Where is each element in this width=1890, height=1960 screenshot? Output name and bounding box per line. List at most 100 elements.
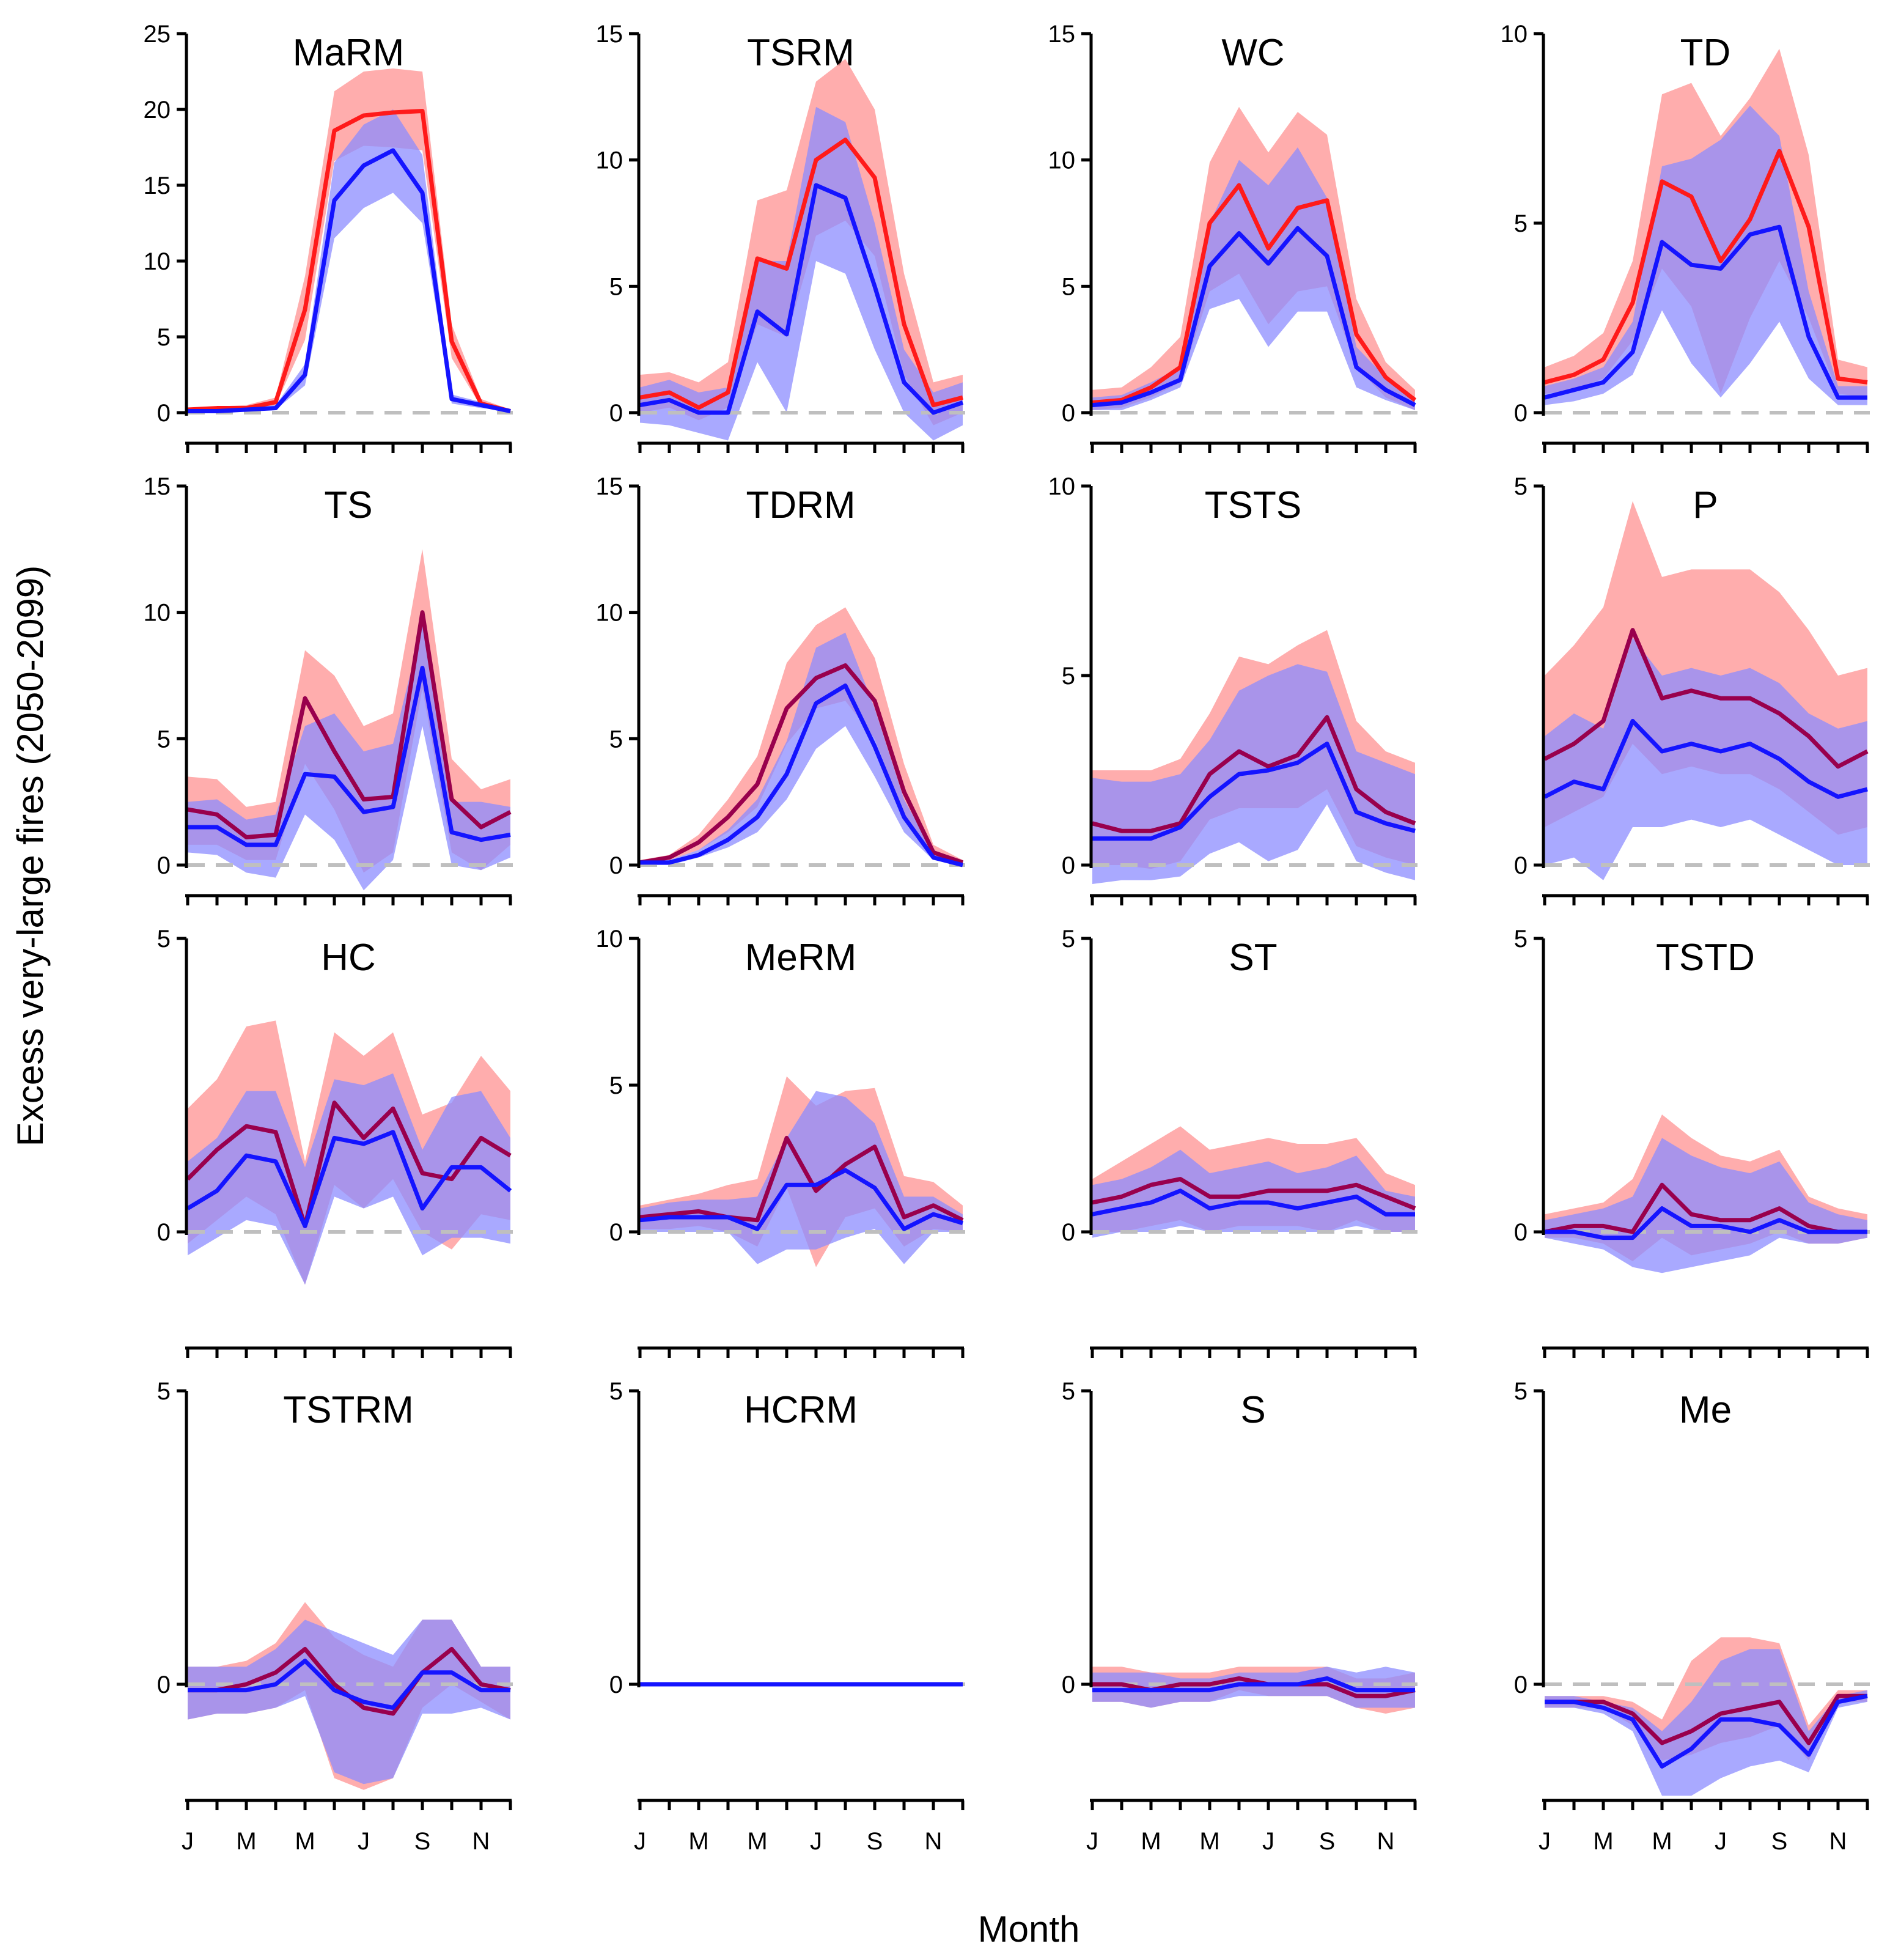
panel-title: P — [1693, 484, 1718, 526]
month-tick-label: N — [1377, 1828, 1395, 1855]
y-tick-label: 15 — [144, 172, 171, 199]
y-tick-label: 10 — [144, 600, 171, 627]
y-tick-label: 0 — [1514, 852, 1528, 879]
y-tick-label: 10 — [596, 147, 623, 174]
blue-confidence-band — [640, 1091, 963, 1264]
y-tick-label: 0 — [157, 852, 171, 879]
y-axis-title: Excess very-large fires (2050-2099) — [10, 566, 51, 1146]
x-axis-title: Month — [978, 1909, 1080, 1950]
red-series-line — [1092, 1177, 1416, 1210]
blue-series-line — [1092, 1676, 1415, 1693]
blue-confidence-band — [1545, 638, 1867, 880]
red-series-line — [1543, 628, 1869, 769]
month-tick-label: J — [1262, 1828, 1274, 1855]
red-series-line — [1092, 183, 1417, 405]
y-tick-label: 0 — [609, 1671, 623, 1698]
blue-confidence-band — [1092, 1667, 1415, 1708]
y-tick-label: 15 — [596, 473, 623, 500]
y-tick-label: 0 — [609, 400, 623, 427]
panel-st: ST 0 5 — [1062, 926, 1418, 1358]
blue-series-line — [639, 183, 964, 415]
panel-title: TSTS — [1205, 484, 1301, 526]
panel-title: TDRM — [746, 484, 855, 526]
blue-series-line — [1544, 224, 1867, 400]
panel-title: HC — [321, 937, 376, 979]
panel-ts: TS 0 5 10 15 — [144, 473, 513, 905]
y-tick-label: 20 — [144, 97, 171, 123]
blue-series-line — [1092, 1188, 1415, 1217]
panel-tsts: TSTS 0 5 10 — [1048, 473, 1418, 905]
panel-td: TD 0 5 10 — [1501, 21, 1870, 453]
y-tick-label: 10 — [144, 248, 171, 275]
y-tick-label: 5 — [1514, 473, 1528, 500]
y-tick-label: 5 — [1514, 1378, 1528, 1405]
blue-series-line — [188, 666, 511, 847]
blue-series-line — [188, 148, 511, 414]
red-series-line — [186, 1100, 512, 1228]
month-tick-label: J — [1086, 1828, 1098, 1855]
panel-merm: MeRM 0 5 10 — [596, 926, 965, 1358]
month-tick-label: J — [182, 1828, 194, 1855]
blue-series-line — [188, 1659, 510, 1710]
panel-title: MaRM — [293, 32, 405, 74]
blue-series-line — [1545, 1693, 1868, 1769]
blue-confidence-band — [640, 106, 963, 441]
month-tick-label: S — [1771, 1828, 1788, 1855]
red-confidence-band — [188, 549, 510, 873]
blue-series-line — [1092, 742, 1416, 841]
blue-series-line — [186, 1130, 512, 1228]
y-tick-label: 5 — [609, 273, 623, 300]
panel-me: Me 0 5 J M M J S N — [1514, 1378, 1870, 1855]
blue-confidence-band — [1545, 105, 1867, 405]
y-tick-label: 5 — [609, 1072, 623, 1099]
panel-hcrm: HCRM 0 5 J M M J S N — [609, 1378, 965, 1855]
month-tick-label: M — [688, 1828, 708, 1855]
y-tick-label: 5 — [157, 1378, 171, 1405]
blue-series-line — [1545, 1206, 1867, 1240]
y-tick-label: 5 — [1514, 210, 1528, 237]
panel-title: ST — [1229, 937, 1277, 979]
y-tick-label: 5 — [1514, 926, 1528, 952]
panel-title: TSTD — [1656, 937, 1755, 979]
month-tick-label: M — [1199, 1828, 1219, 1855]
y-tick-label: 5 — [1062, 273, 1075, 300]
blue-confidence-band — [640, 632, 963, 865]
y-tick-label: 15 — [1048, 21, 1076, 48]
month-tick-label: M — [747, 1828, 767, 1855]
y-tick-label: 0 — [157, 1219, 171, 1246]
red-series-line — [1092, 715, 1416, 833]
panel-title: TD — [1680, 32, 1731, 74]
y-tick-label: 0 — [1062, 852, 1075, 879]
red-series-line — [187, 610, 512, 840]
blue-confidence-band — [188, 1619, 510, 1785]
red-series-line — [1545, 1693, 1867, 1745]
y-tick-label: 0 — [157, 400, 171, 427]
panel-title: Me — [1679, 1389, 1732, 1431]
y-tick-label: 5 — [609, 1378, 623, 1405]
month-tick-label: N — [473, 1828, 490, 1855]
panel-p: P 0 5 — [1514, 473, 1870, 905]
red-series-line — [639, 138, 963, 410]
y-tick-label: 25 — [144, 21, 171, 48]
blue-series-line — [639, 1168, 964, 1231]
y-tick-label: 0 — [1062, 1219, 1075, 1246]
y-tick-label: 10 — [1501, 21, 1528, 48]
y-tick-label: 5 — [157, 926, 171, 952]
panel-hc: HC 0 5 — [157, 926, 513, 1358]
blue-confidence-band — [188, 109, 510, 411]
y-tick-label: 5 — [1062, 663, 1075, 690]
red-series-line — [1544, 149, 1868, 385]
y-tick-label: 15 — [144, 473, 171, 500]
y-tick-label: 10 — [1048, 473, 1076, 500]
month-tick-label: N — [925, 1828, 943, 1855]
blue-series-line — [640, 683, 963, 868]
month-tick-label: M — [1593, 1828, 1613, 1855]
y-tick-label: 0 — [1062, 400, 1075, 427]
red-confidence-band — [640, 607, 963, 865]
y-tick-label: 0 — [609, 1219, 623, 1246]
y-tick-label: 0 — [1062, 1671, 1075, 1698]
panel-title: TSTRM — [283, 1389, 414, 1431]
